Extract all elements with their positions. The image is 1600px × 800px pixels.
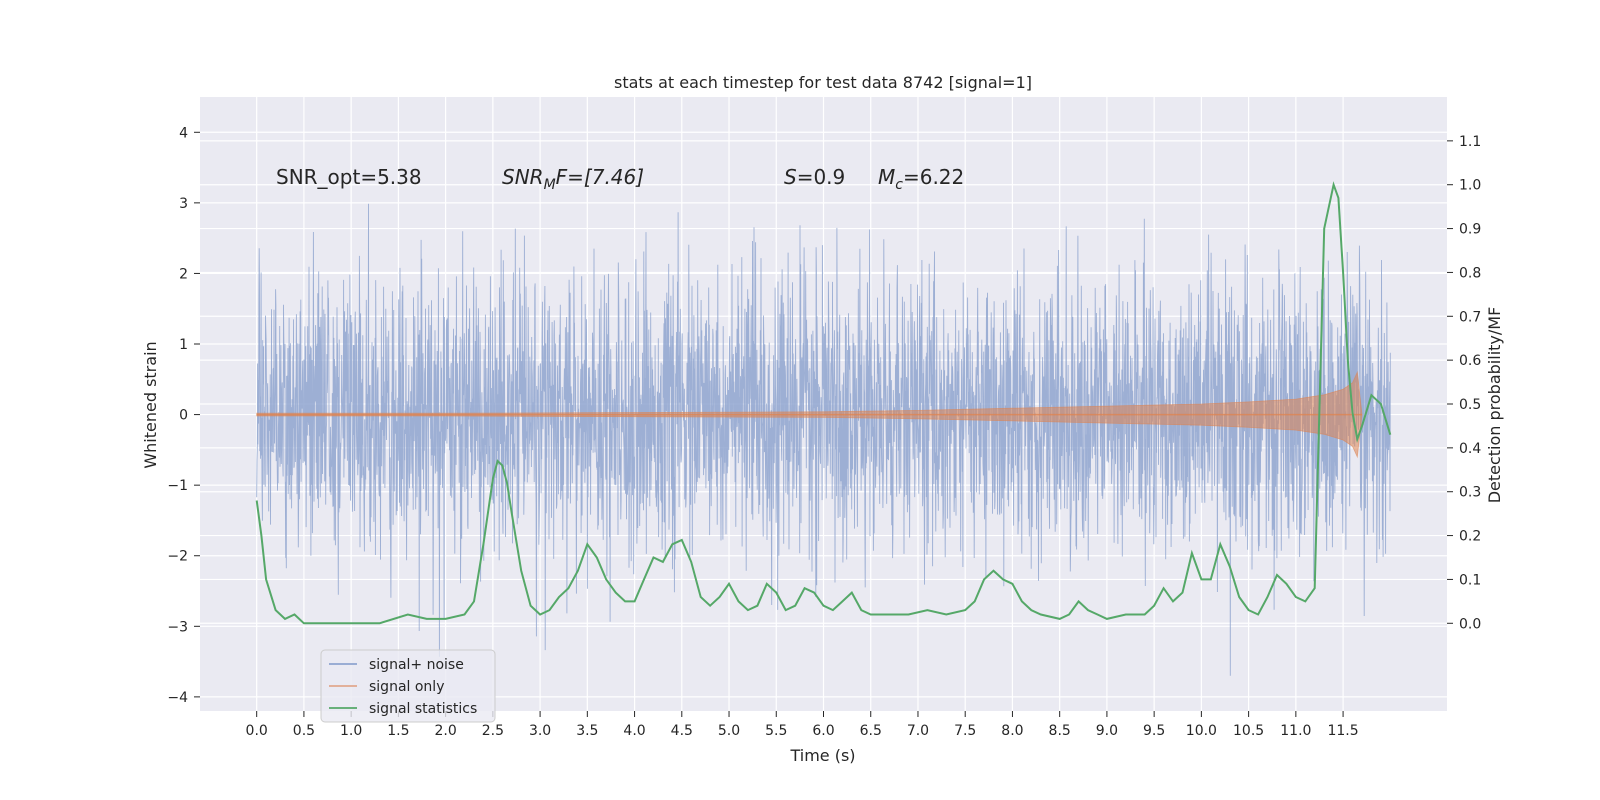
- annotation-snr-mf: SNRMF=[7.46]: [502, 165, 644, 193]
- x-tick-label-19: 9.5: [1143, 723, 1165, 739]
- y-right-tick-label-11: 0.0: [1459, 616, 1481, 632]
- annotation-snr-mf-sub: M: [544, 177, 556, 193]
- y-right-tick-label-6: 0.5: [1459, 397, 1481, 413]
- legend-box: [320, 649, 496, 723]
- y-right-tick-label-5: 0.6: [1459, 353, 1481, 369]
- x-tick-label-8: 4.0: [623, 723, 645, 739]
- x-tick-label-20: 10.0: [1186, 723, 1217, 739]
- y-left-tick-label-8: −4: [167, 690, 188, 706]
- y-left-tick-label-0: 4: [179, 125, 188, 141]
- annotation-snr-mf-main: SNR: [502, 165, 544, 189]
- y-left-tick-label-7: −3: [167, 619, 188, 635]
- x-tick-label-12: 6.0: [812, 723, 834, 739]
- legend: signal+ noise signal only signal statist…: [320, 649, 496, 723]
- x-tick-label-0: 0.0: [246, 723, 268, 739]
- annotation-snr-mf-rest: F=[7.46]: [556, 165, 644, 189]
- annotation-mc: Mc=6.22: [878, 165, 964, 193]
- annotation-s: S=0.9: [784, 165, 845, 189]
- chart-title: stats at each timestep for test data 874…: [614, 73, 1032, 92]
- y-right-axis-label: Detection probability/MF: [1485, 307, 1504, 504]
- annotation-snr-opt: SNR_opt=5.38: [276, 165, 422, 189]
- y-left-tick-label-5: −1: [167, 478, 188, 494]
- y-right-tick-label-0: 1.1: [1459, 134, 1481, 150]
- x-tick-label-22: 11.0: [1280, 723, 1311, 739]
- x-tick-label-9: 4.5: [671, 723, 693, 739]
- x-tick-label-21: 10.5: [1233, 723, 1264, 739]
- signal-statistics-line: [255, 181, 1392, 625]
- annotation-mc-sub: c: [895, 177, 903, 193]
- x-tick-label-7: 3.5: [576, 723, 598, 739]
- x-tick-label-6: 3.0: [529, 723, 551, 739]
- y-right-tick-label-9: 0.2: [1459, 529, 1481, 545]
- y-right-tick-label-4: 0.7: [1459, 309, 1481, 325]
- legend-label-signal-statistics: signal statistics: [369, 701, 477, 717]
- annotation-mc-main: M: [878, 165, 895, 189]
- y-right-tick-label-7: 0.4: [1459, 441, 1481, 457]
- signal-statistics-series: [255, 181, 1392, 625]
- x-tick-label-16: 8.0: [1001, 723, 1023, 739]
- x-tick-label-3: 1.5: [387, 723, 409, 739]
- x-tick-label-17: 8.5: [1049, 723, 1071, 739]
- x-tick-label-15: 7.5: [954, 723, 976, 739]
- y-right-tick-label-10: 0.1: [1459, 572, 1481, 588]
- annotation-s-main: S: [784, 165, 797, 189]
- x-axis-ticks: 0.0 0.5 1.0 1.5 2.0 2.5 3.0 3.5 4.0 4.5 5.0 5.5 6.0 6…: [246, 711, 1359, 739]
- x-tick-label-4: 2.0: [434, 723, 456, 739]
- x-tick-label-23: 11.5: [1327, 723, 1358, 739]
- x-tick-label-13: 6.5: [860, 723, 882, 739]
- y-left-tick-label-6: −2: [167, 549, 188, 565]
- x-tick-label-18: 9.0: [1096, 723, 1118, 739]
- y-left-tick-label-3: 1: [179, 337, 188, 353]
- y-left-axis-label: Whitened strain: [141, 341, 160, 468]
- x-tick-label-14: 7.0: [907, 723, 929, 739]
- y-right-tick-label-8: 0.3: [1459, 485, 1481, 501]
- y-right-tick-label-2: 0.9: [1459, 222, 1481, 238]
- y-right-tick-label-1: 1.0: [1459, 178, 1481, 194]
- annotation-s-rest: =0.9: [797, 165, 846, 189]
- legend-label-signal-only: signal only: [369, 679, 444, 695]
- y-right-axis-ticks: 1.1 1.0 0.9 0.8 0.7 0.6 0.5 0.4 0.3 0.2 0.1 0.0: [1447, 134, 1481, 632]
- annotation-mc-rest: =6.22: [903, 165, 964, 189]
- x-tick-label-5: 2.5: [482, 723, 504, 739]
- y-left-tick-label-2: 2: [179, 266, 188, 282]
- x-tick-label-2: 1.0: [340, 723, 362, 739]
- x-tick-label-10: 5.0: [718, 723, 740, 739]
- y-left-tick-label-4: 0: [179, 408, 188, 424]
- x-tick-label-1: 0.5: [293, 723, 315, 739]
- x-tick-label-11: 5.5: [765, 723, 787, 739]
- y-right-tick-label-3: 0.8: [1459, 265, 1481, 281]
- signal-only-series: [256, 370, 1363, 459]
- legend-label-signal-noise: signal+ noise: [369, 657, 464, 673]
- x-axis-label: Time (s): [789, 746, 855, 765]
- y-left-tick-label-1: 3: [179, 196, 188, 212]
- y-left-axis-ticks: 4 3 2 1 0 −1 −2 −3 −4: [167, 125, 200, 706]
